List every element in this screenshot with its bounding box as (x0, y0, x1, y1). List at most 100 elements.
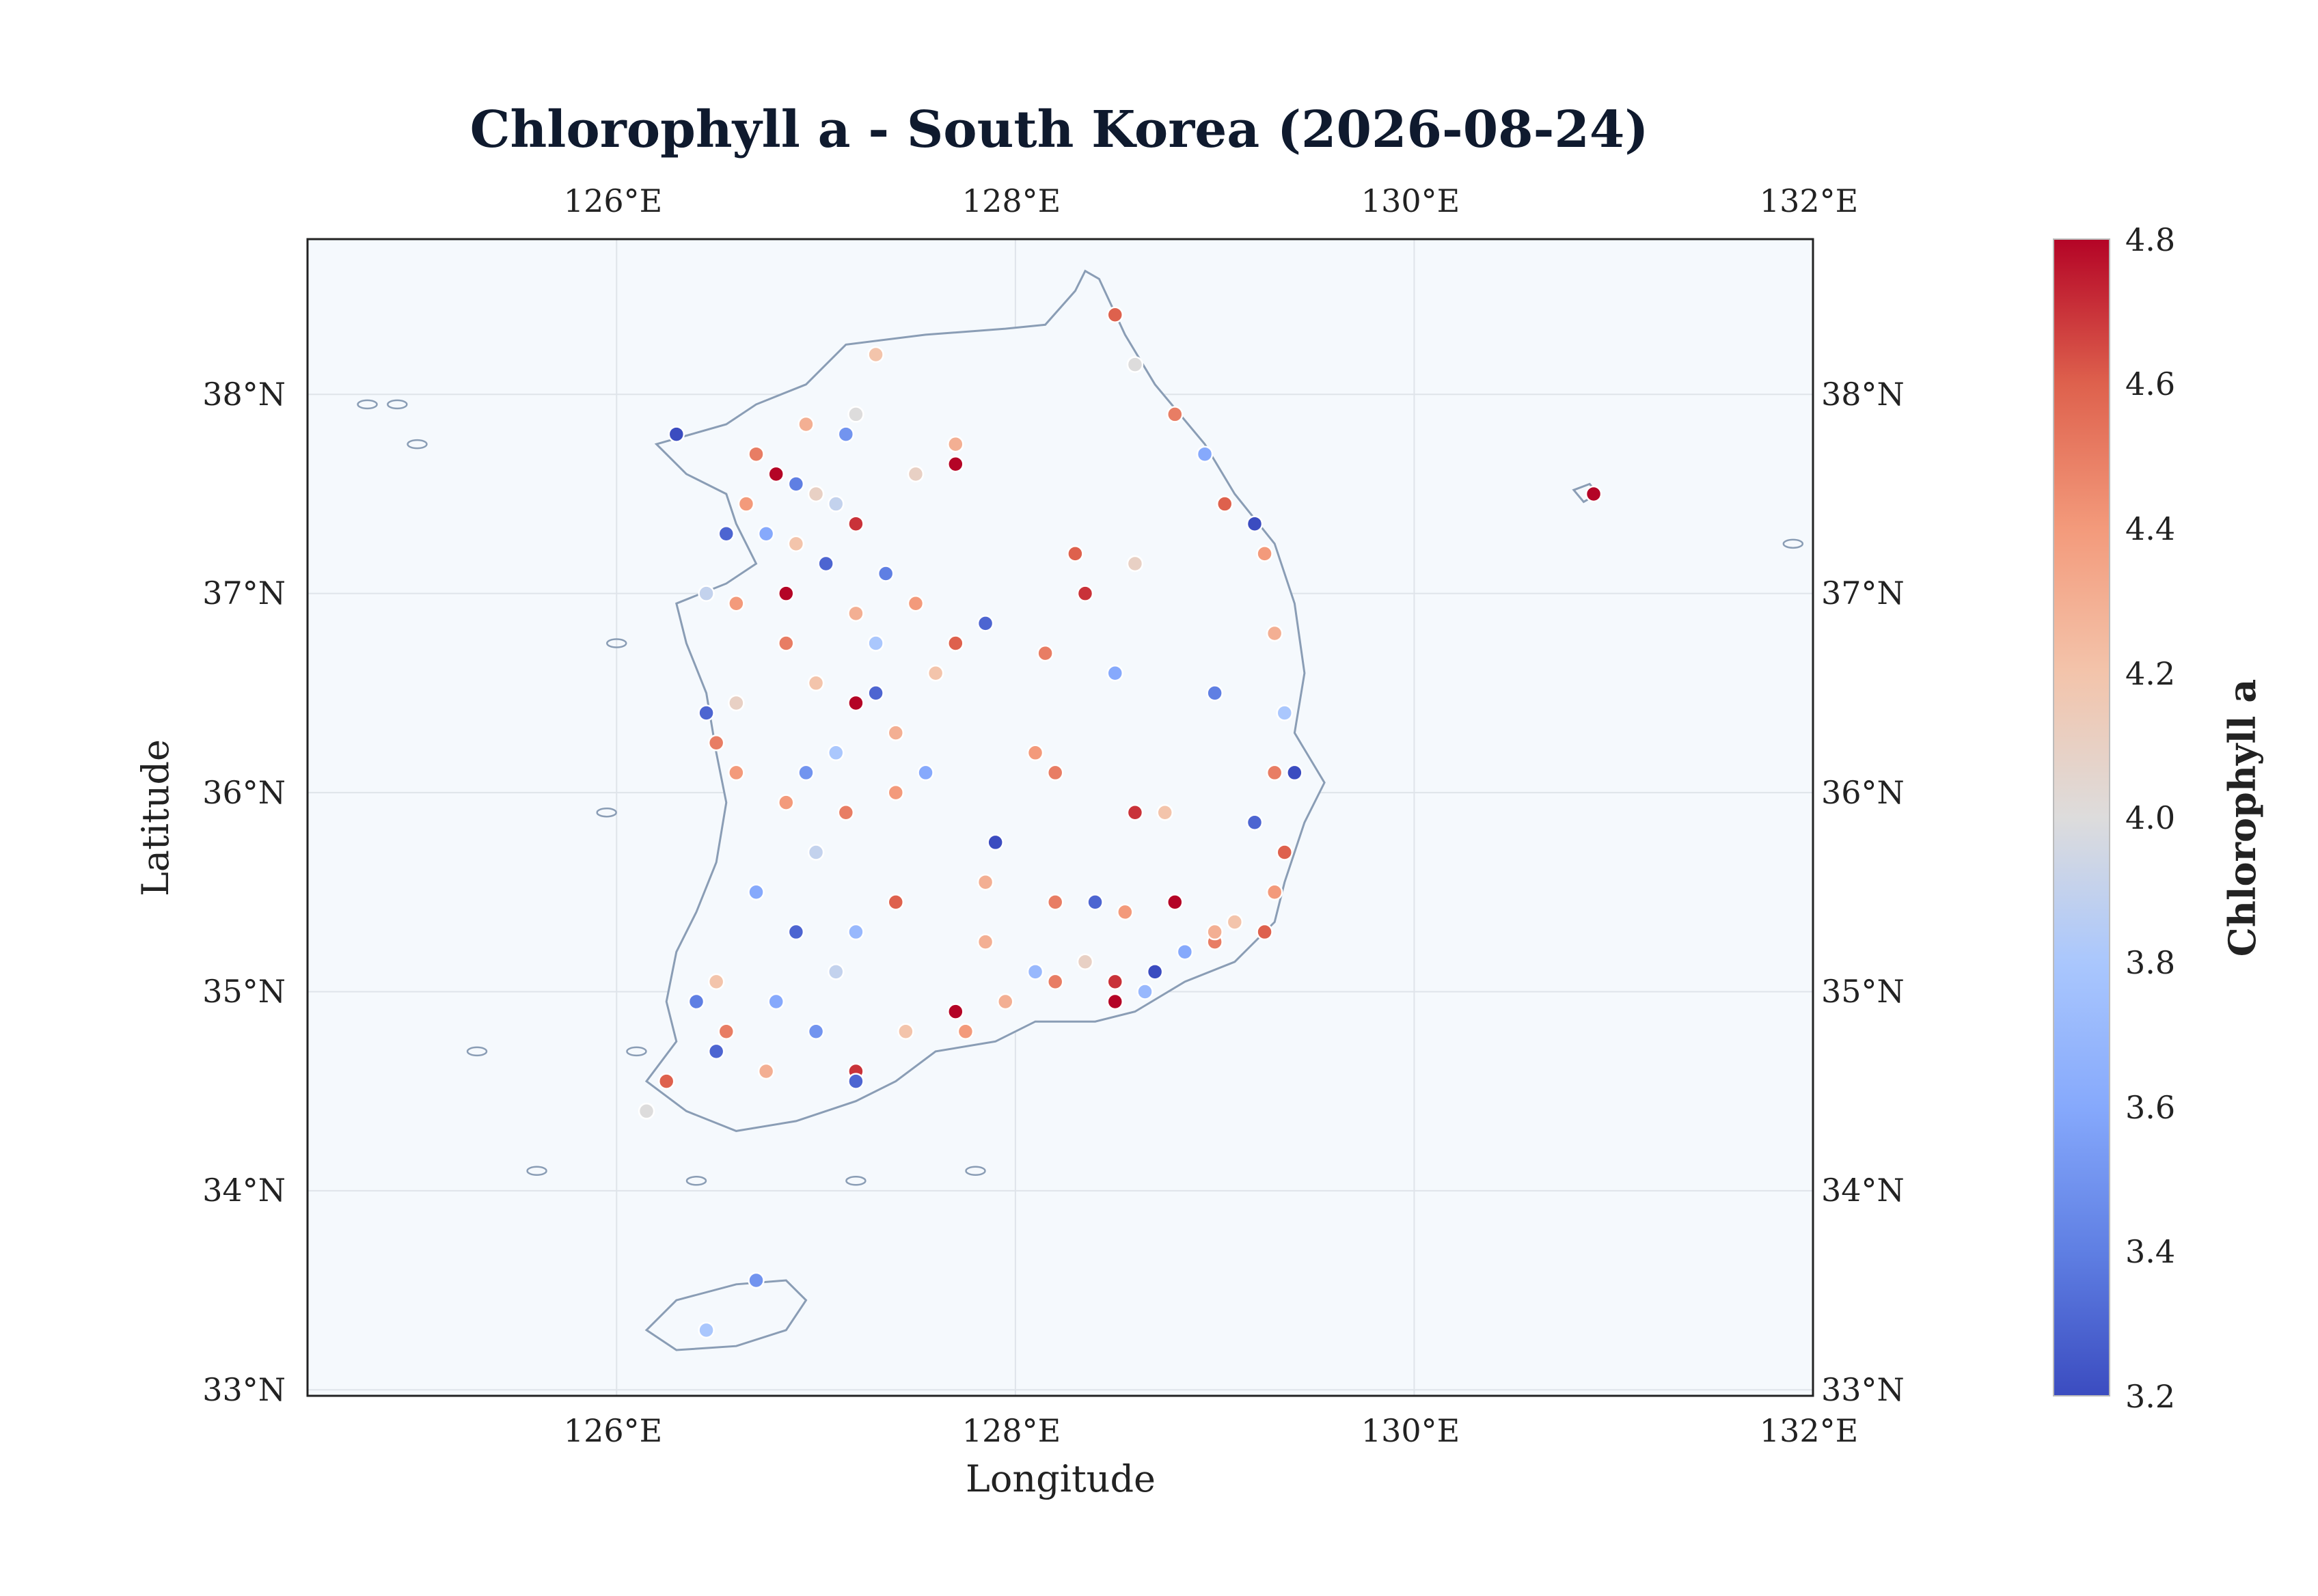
station-point (1106, 306, 1123, 323)
station-point (837, 803, 855, 821)
station-point (847, 515, 864, 532)
station-point (767, 993, 785, 1010)
y-tick-right: 36°N (1821, 774, 1905, 811)
y-axis-label: Latitude (134, 739, 177, 896)
station-point (847, 1073, 864, 1090)
station-point (1117, 903, 1134, 921)
x-tick-bottom: 128°E (962, 1412, 1061, 1449)
station-point (698, 585, 715, 602)
station-point (827, 963, 845, 980)
station-point (1136, 983, 1154, 1000)
station-point (947, 435, 964, 453)
islet-coastline (357, 399, 378, 410)
station-point (977, 873, 994, 891)
station-point (1286, 764, 1303, 782)
station-point (707, 973, 725, 991)
islet-coastline (466, 1046, 488, 1057)
station-point (847, 605, 864, 622)
y-tick-left: 36°N (202, 774, 286, 811)
station-point (897, 1023, 914, 1040)
station-point (1266, 764, 1283, 782)
islet-coastline (1782, 538, 1804, 549)
x-tick-top: 132°E (1760, 182, 1858, 219)
station-point (1037, 644, 1054, 662)
colorbar-ticks: 3.2 3.4 3.6 3.8 4.0 4.2 4.4 4.6 4.8 (2125, 221, 2175, 1415)
station-point (887, 894, 905, 911)
station-point (837, 426, 855, 443)
station-point (1146, 963, 1164, 980)
y-tick-left: 33°N (202, 1371, 286, 1408)
station-point (1276, 704, 1294, 721)
islet-coastline (596, 807, 617, 818)
station-point (698, 704, 715, 721)
station-point (728, 595, 745, 612)
station-point (1106, 664, 1123, 682)
station-point (1206, 685, 1223, 702)
islet-coastline (526, 1166, 547, 1176)
station-point (1126, 555, 1144, 573)
station-point (867, 635, 884, 652)
station-point (1246, 814, 1264, 831)
islet-coastline (626, 1046, 647, 1057)
station-point (657, 1073, 675, 1090)
station-point (807, 844, 825, 861)
station-point (987, 834, 1004, 851)
station-point (847, 923, 864, 941)
station-point (1126, 803, 1144, 821)
x-ticks-bottom: 126°E 128°E 130°E 132°E (564, 1412, 1858, 1449)
station-point (1196, 445, 1214, 463)
islet-coastline (606, 638, 627, 648)
y-tick-left: 38°N (202, 376, 286, 413)
station-point (847, 406, 864, 423)
map-title: Chlorophyll a - South Korea (2026-08-24) (470, 100, 1649, 159)
station-point (748, 445, 765, 463)
y-tick-right: 38°N (1821, 376, 1905, 413)
colorbar (2053, 238, 2110, 1396)
station-point (1026, 963, 1044, 980)
station-point (867, 346, 884, 363)
station-point (778, 794, 795, 811)
station-point (787, 535, 805, 553)
station-point (927, 664, 944, 682)
station-point (817, 555, 834, 573)
station-point (1256, 545, 1273, 562)
colorbar-tick: 4.6 (2125, 366, 2175, 402)
colorbar-tick: 3.2 (2125, 1378, 2175, 1415)
islet-coastline (845, 1176, 867, 1186)
station-point (1176, 943, 1194, 961)
station-point (1076, 585, 1094, 602)
colorbar-tick: 4.2 (2125, 655, 2175, 692)
y-tick-left: 37°N (202, 575, 286, 611)
station-point (718, 1023, 735, 1040)
y-tick-right: 35°N (1821, 973, 1905, 1010)
station-point (877, 565, 895, 582)
station-point (797, 764, 815, 782)
y-tick-left: 34°N (202, 1172, 286, 1209)
islet-coastline (965, 1166, 986, 1176)
colorbar-tick: 3.6 (2125, 1089, 2175, 1126)
x-tick-top: 126°E (564, 182, 662, 219)
station-point (787, 476, 805, 493)
station-point (707, 1043, 725, 1060)
station-point (778, 635, 795, 652)
station-point (807, 1023, 825, 1040)
station-point (778, 585, 795, 602)
station-point (907, 465, 925, 483)
y-tick-left: 35°N (202, 973, 286, 1010)
station-point (977, 933, 994, 950)
station-point (787, 923, 805, 941)
station-point (1046, 894, 1064, 911)
station-point (1246, 515, 1264, 532)
y-ticks-right: 33°N 34°N 35°N 36°N 37°N 38°N (1821, 376, 1905, 1408)
colorbar-tick: 4.8 (2125, 221, 2175, 258)
colorbar-tick: 4.4 (2125, 510, 2175, 547)
station-point (1026, 744, 1044, 762)
station-point (1216, 495, 1233, 512)
station-point (807, 485, 825, 503)
x-tick-bottom: 132°E (1760, 1412, 1858, 1449)
station-point (1266, 883, 1283, 901)
station-point (728, 764, 745, 782)
station-point (698, 1321, 715, 1339)
y-tick-right: 33°N (1821, 1371, 1905, 1408)
